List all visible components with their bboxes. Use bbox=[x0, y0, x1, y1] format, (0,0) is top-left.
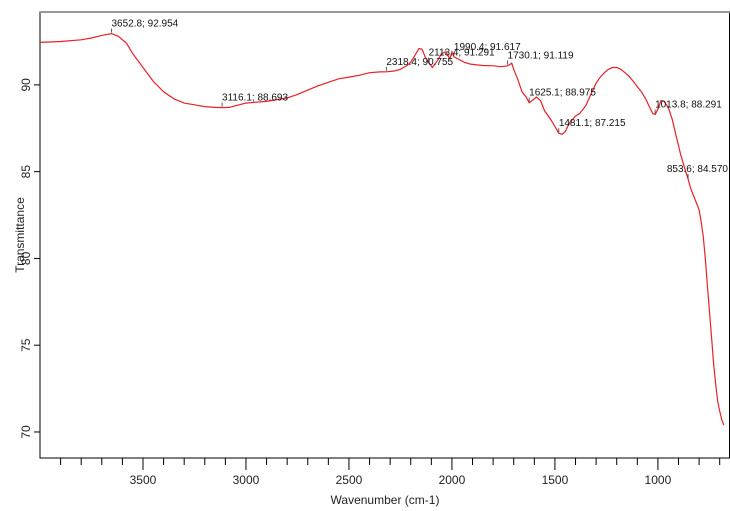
y-axis-title: Transmittance bbox=[13, 197, 27, 273]
y-tick-label: 85 bbox=[19, 165, 33, 179]
peak-annotation-label: 1625.1; 88.975 bbox=[529, 88, 596, 99]
x-axis-title: Wavenumber (cm-1) bbox=[331, 493, 440, 507]
x-tick-label: 2500 bbox=[336, 473, 363, 487]
peak-annotation-label: 3116.1; 88.693 bbox=[222, 93, 288, 104]
y-tick-label: 80 bbox=[19, 251, 33, 265]
peak-annotation-label: 2318.4; 90.755 bbox=[386, 57, 453, 68]
peak-annotation-label: 3652.8; 92.954 bbox=[112, 19, 179, 30]
spectrum-line bbox=[39, 32, 725, 426]
peak-annotation-label: 1730.1; 91.119 bbox=[508, 50, 574, 61]
x-tick-label: 3500 bbox=[130, 473, 157, 487]
peak-annotation-label: 1013.8; 88.291 bbox=[655, 100, 722, 111]
y-axis-ticks: 70 75 80 85 90 bbox=[19, 78, 40, 439]
plot-area bbox=[39, 11, 730, 459]
peak-annotation-label: 853.6; 84.570 bbox=[667, 164, 729, 175]
y-tick-label: 90 bbox=[19, 78, 33, 92]
peak-annotation-label: 2113.4; 91.291 bbox=[429, 47, 495, 58]
x-tick-label: 3000 bbox=[233, 473, 260, 487]
x-tick-label: 1000 bbox=[645, 473, 672, 487]
peak-annotation-label: 1481.1; 87.215 bbox=[559, 118, 626, 129]
x-tick-label: 2000 bbox=[439, 473, 466, 487]
peak-annotations: 3652.8; 92.954 3116.1; 88.693 2318.4; 90.7… bbox=[111, 19, 729, 179]
peak-annotation-label: 1990.4; 91.617 bbox=[454, 42, 521, 53]
x-tick-label: 1500 bbox=[542, 473, 569, 487]
y-tick-label: 70 bbox=[19, 425, 33, 439]
x-axis-ticks: 3500 3000 2500 2000 1500 1000 bbox=[60, 458, 721, 487]
y-tick-label: 75 bbox=[19, 338, 33, 352]
